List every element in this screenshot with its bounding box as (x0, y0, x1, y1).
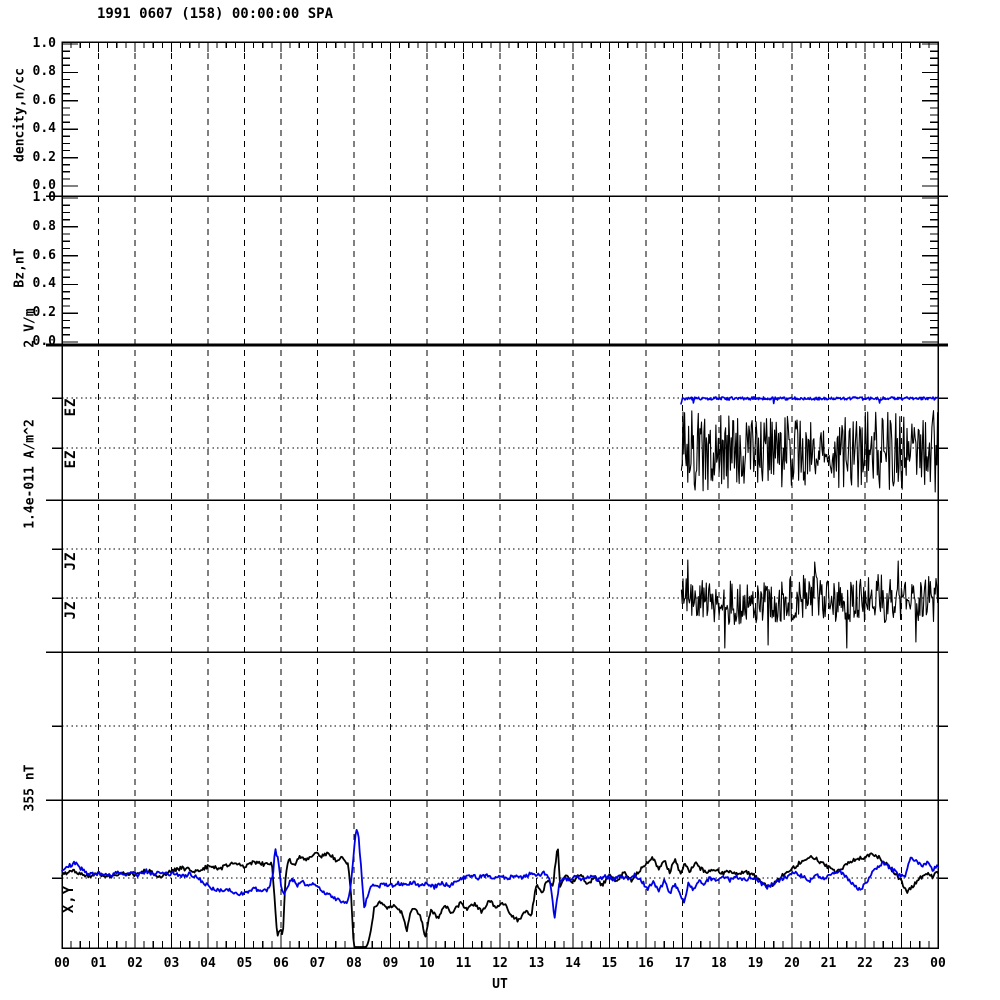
x-tick-label: 17 (674, 956, 691, 971)
x-tick-label: 23 (893, 956, 910, 971)
x-tick-label: 08 (346, 956, 362, 971)
trace-ez--black- (680, 410, 939, 493)
trace-x--black- (61, 848, 939, 948)
trace-label-ez-lower: EZ (63, 449, 79, 469)
x-tick-label: 16 (638, 956, 654, 971)
x-tick-label: 11 (455, 956, 472, 971)
x-tick-label: 02 (127, 956, 143, 971)
x-tick-label: 05 (236, 956, 253, 971)
y-axis-label-jz-scale: 1.4e-011 A/m^2 (22, 419, 38, 529)
trace-label-ez-upper: EZ (63, 397, 79, 417)
y-tick-label: 0.6 (32, 92, 56, 108)
y-tick-label: 0.8 (32, 218, 56, 234)
x-tick-label: 06 (273, 956, 289, 971)
x-axis-title: UT (492, 977, 508, 992)
x-tick-label: 09 (382, 956, 399, 971)
y-tick-label: 0.0 (32, 334, 56, 349)
y-tick-label: 1.0 (32, 190, 56, 205)
y-tick-label: 0.2 (32, 305, 56, 321)
x-tick-label: 18 (711, 956, 727, 971)
trace-label-jz-lower: JZ (63, 600, 79, 620)
y-tick-label: 0.8 (32, 64, 56, 80)
x-tick-label: 20 (784, 956, 800, 971)
x-tick-label: 00 (930, 956, 946, 971)
x-tick-label: 22 (857, 956, 873, 971)
x-tick-label: 10 (419, 956, 435, 971)
x-tick-label: 13 (528, 956, 545, 971)
y-tick-label: 0.4 (32, 276, 56, 292)
trace-ez--blue- (680, 396, 939, 405)
trace-label-jz-upper: JZ (63, 551, 79, 571)
x-tick-label: 21 (820, 956, 837, 971)
plot-title: 1991 0607 (158) 00:00:00 SPA (97, 6, 334, 22)
x-tick-label: 07 (309, 956, 326, 971)
x-tick-label: 19 (747, 956, 764, 971)
x-tick-label: 03 (163, 956, 180, 971)
x-tick-label: 00 (54, 956, 70, 971)
trace-y--blue- (61, 829, 939, 919)
y-axis-label-mag-scale: 355 nT (22, 764, 38, 812)
trace-label-xy: X,Y (61, 884, 77, 914)
y-tick-label: 1.0 (32, 36, 56, 51)
y-tick-label: 0.0 (32, 178, 56, 193)
y-tick-label: 0.2 (32, 149, 56, 165)
x-tick-label: 04 (200, 956, 216, 971)
x-tick-label: 01 (90, 956, 107, 971)
trace-jz--black- (680, 559, 939, 649)
y-tick-label: 0.4 (32, 121, 56, 137)
x-tick-label: 15 (601, 956, 618, 971)
y-tick-label: 0.6 (32, 247, 56, 263)
x-tick-label: 12 (492, 956, 508, 971)
x-tick-label: 14 (565, 956, 581, 971)
y-axis-label-density: dencity,n/cc (12, 68, 28, 162)
